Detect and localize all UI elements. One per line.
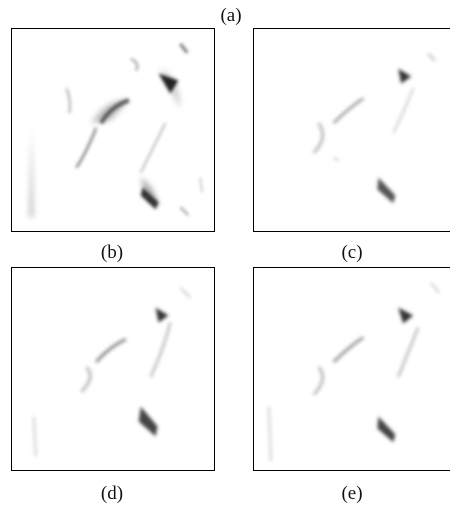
image-panel-d xyxy=(11,267,215,471)
figure-label-d: (d) xyxy=(100,483,124,504)
figure-label-b: (b) xyxy=(100,242,124,263)
image-panel-b xyxy=(11,28,215,232)
edge-map-d xyxy=(32,287,191,457)
edge-map-c xyxy=(312,53,436,204)
figure-label-a: (a) xyxy=(220,5,242,26)
image-panel-e xyxy=(253,267,450,471)
image-panel-c xyxy=(253,28,450,232)
figure-label-c: (c) xyxy=(341,242,363,263)
edge-map-b xyxy=(28,42,203,218)
figure-label-e: (e) xyxy=(341,483,363,504)
edge-map-e xyxy=(267,282,440,462)
